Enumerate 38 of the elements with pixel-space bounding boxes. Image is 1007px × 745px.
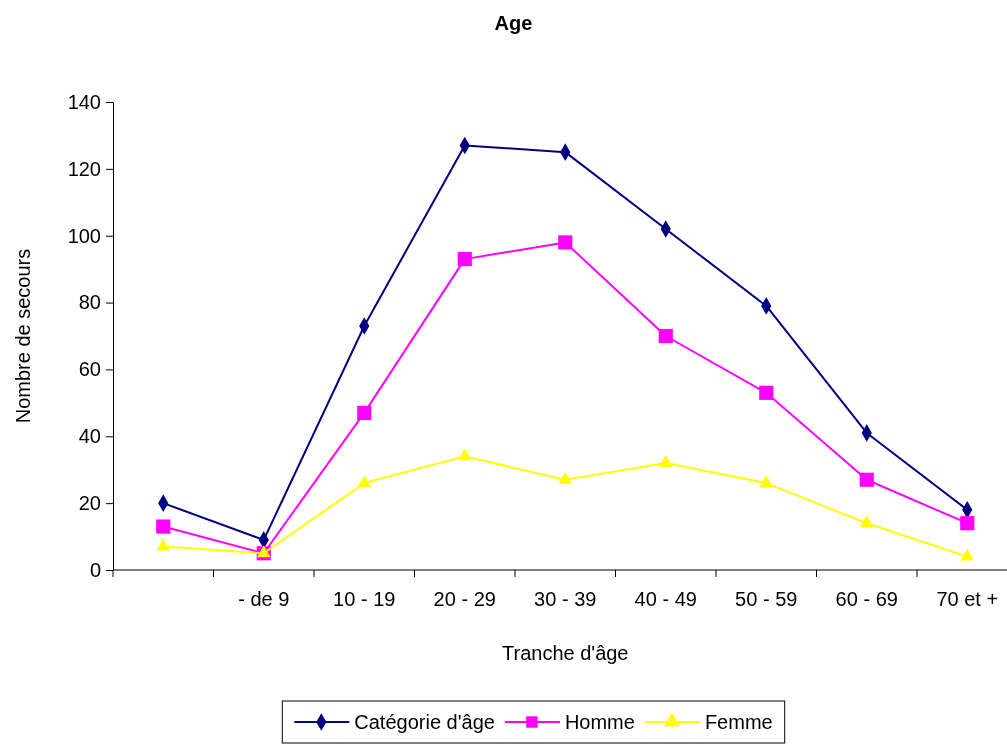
y-tick-label: 140: [67, 90, 101, 113]
x-tick-label: 60 - 69: [835, 588, 898, 610]
point: [658, 328, 673, 344]
point: [156, 519, 171, 534]
x-tick-label: 20 - 29: [433, 588, 496, 610]
point: [357, 475, 372, 488]
x-tick-label: 50 - 59: [735, 588, 798, 610]
point: [558, 471, 573, 484]
point: [859, 515, 874, 528]
point: [457, 252, 472, 267]
y-tick-label: 100: [67, 224, 101, 247]
y-axis-title: Nombre de secours: [12, 248, 34, 424]
y-tick-label: 40: [78, 425, 101, 448]
point: [759, 475, 774, 488]
point: [156, 538, 171, 551]
point: [357, 405, 372, 420]
legend-label: Femme: [704, 711, 773, 733]
x-tick-label: 10 - 19: [333, 588, 396, 610]
chart-title: Age: [494, 12, 533, 34]
y-tick-label: 20: [78, 492, 101, 515]
y-tick-label: 120: [67, 157, 101, 180]
legend-label: Catégorie d'âge: [354, 711, 495, 733]
point: [960, 548, 975, 561]
point: [960, 516, 975, 531]
x-axis-title: Tranche d'âge: [502, 642, 629, 664]
x-tick-label: - de 9: [238, 588, 290, 610]
x-tick-label: 40 - 49: [634, 588, 697, 610]
x-tick-label: 70 et +: [936, 588, 999, 610]
y-tick-label: 0: [89, 558, 101, 581]
y-tick-label: 60: [78, 358, 101, 381]
x-tick-label: 30 - 39: [534, 588, 597, 610]
legend-label: Homme: [564, 711, 635, 733]
point: [558, 235, 573, 250]
point: [457, 448, 472, 461]
y-tick-label: 80: [78, 291, 101, 314]
point: [658, 455, 673, 467]
point: [759, 385, 774, 400]
point: [859, 472, 874, 487]
